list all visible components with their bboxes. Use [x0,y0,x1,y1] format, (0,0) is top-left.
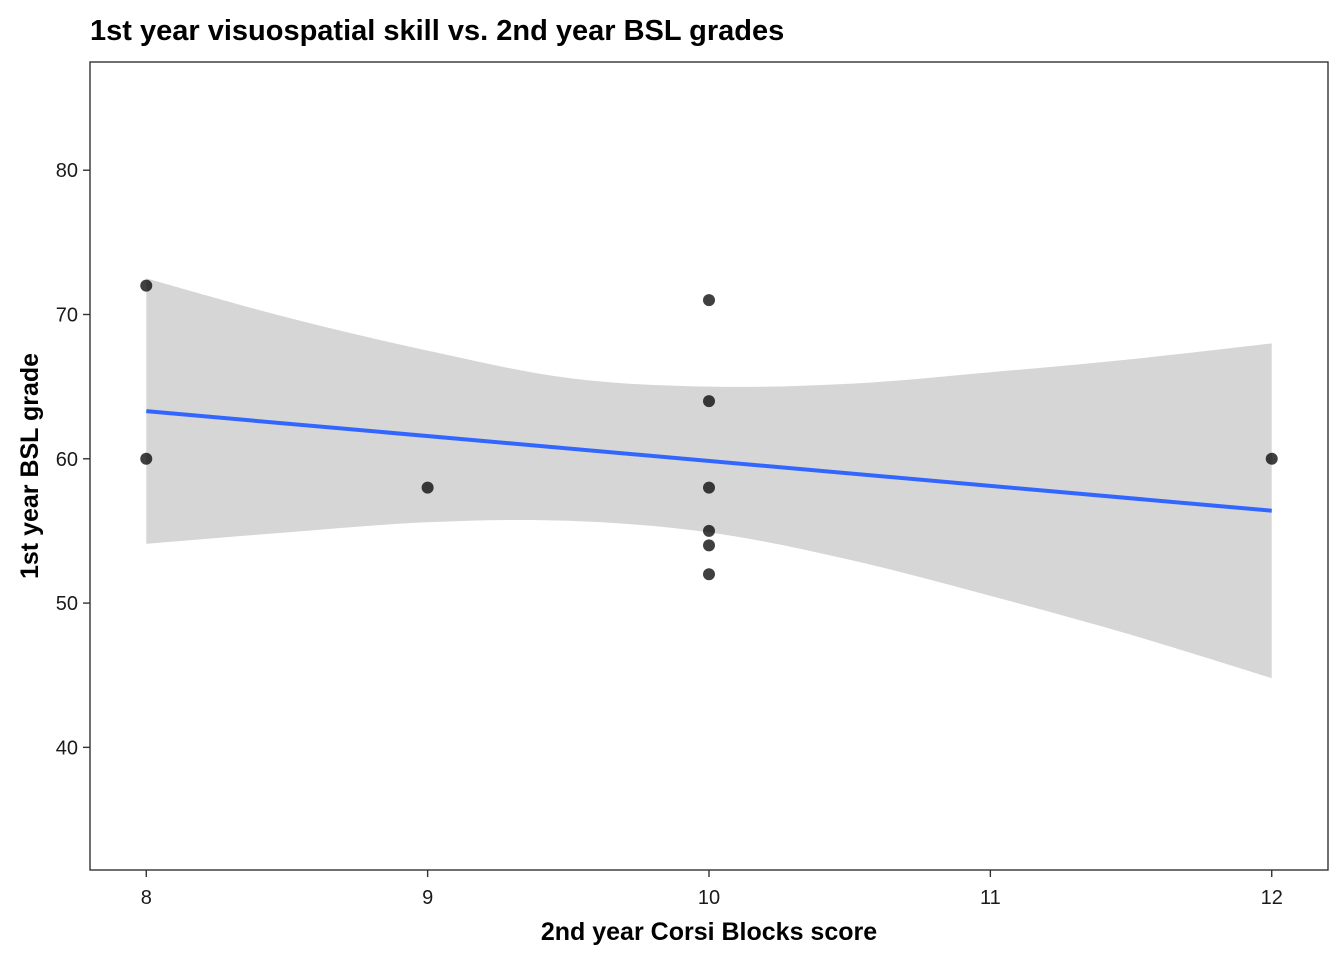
data-point-3 [421,481,434,494]
regression-line [146,409,1272,513]
x-tick-label-12: 12 [1261,887,1283,909]
confidence-band [146,278,1272,679]
data-point-10 [1265,452,1278,465]
y-tick-label-40: 40 [56,737,78,759]
data-point-6 [703,481,715,494]
x-axis-title: 2nd year Corsi Blocks score [541,918,877,946]
data-point-8 [703,539,715,552]
data-point-1 [140,279,153,292]
x-tick-label-9: 9 [422,887,433,909]
x-tick-label-8: 8 [141,887,152,909]
plot-area: 8 9 10 11 12 40 50 60 70 80 [56,61,1329,909]
x-tick-label-10: 10 [698,887,720,909]
data-point-9 [703,568,715,581]
data-point-5 [703,395,715,408]
data-point-4 [703,294,715,307]
data-point-7 [703,524,715,537]
x-tick-label-11: 11 [980,887,1001,909]
chart-title: 1st year visuospatial skill vs. 2nd year… [90,15,784,47]
y-tick-label-70: 70 [56,305,78,327]
data-point-2 [140,452,153,465]
y-tick-label-50: 50 [56,593,78,615]
y-axis-title: 1st year BSL grade [16,353,44,579]
y-tick-label-80: 80 [56,160,78,182]
y-tick-label-60: 60 [56,449,78,471]
